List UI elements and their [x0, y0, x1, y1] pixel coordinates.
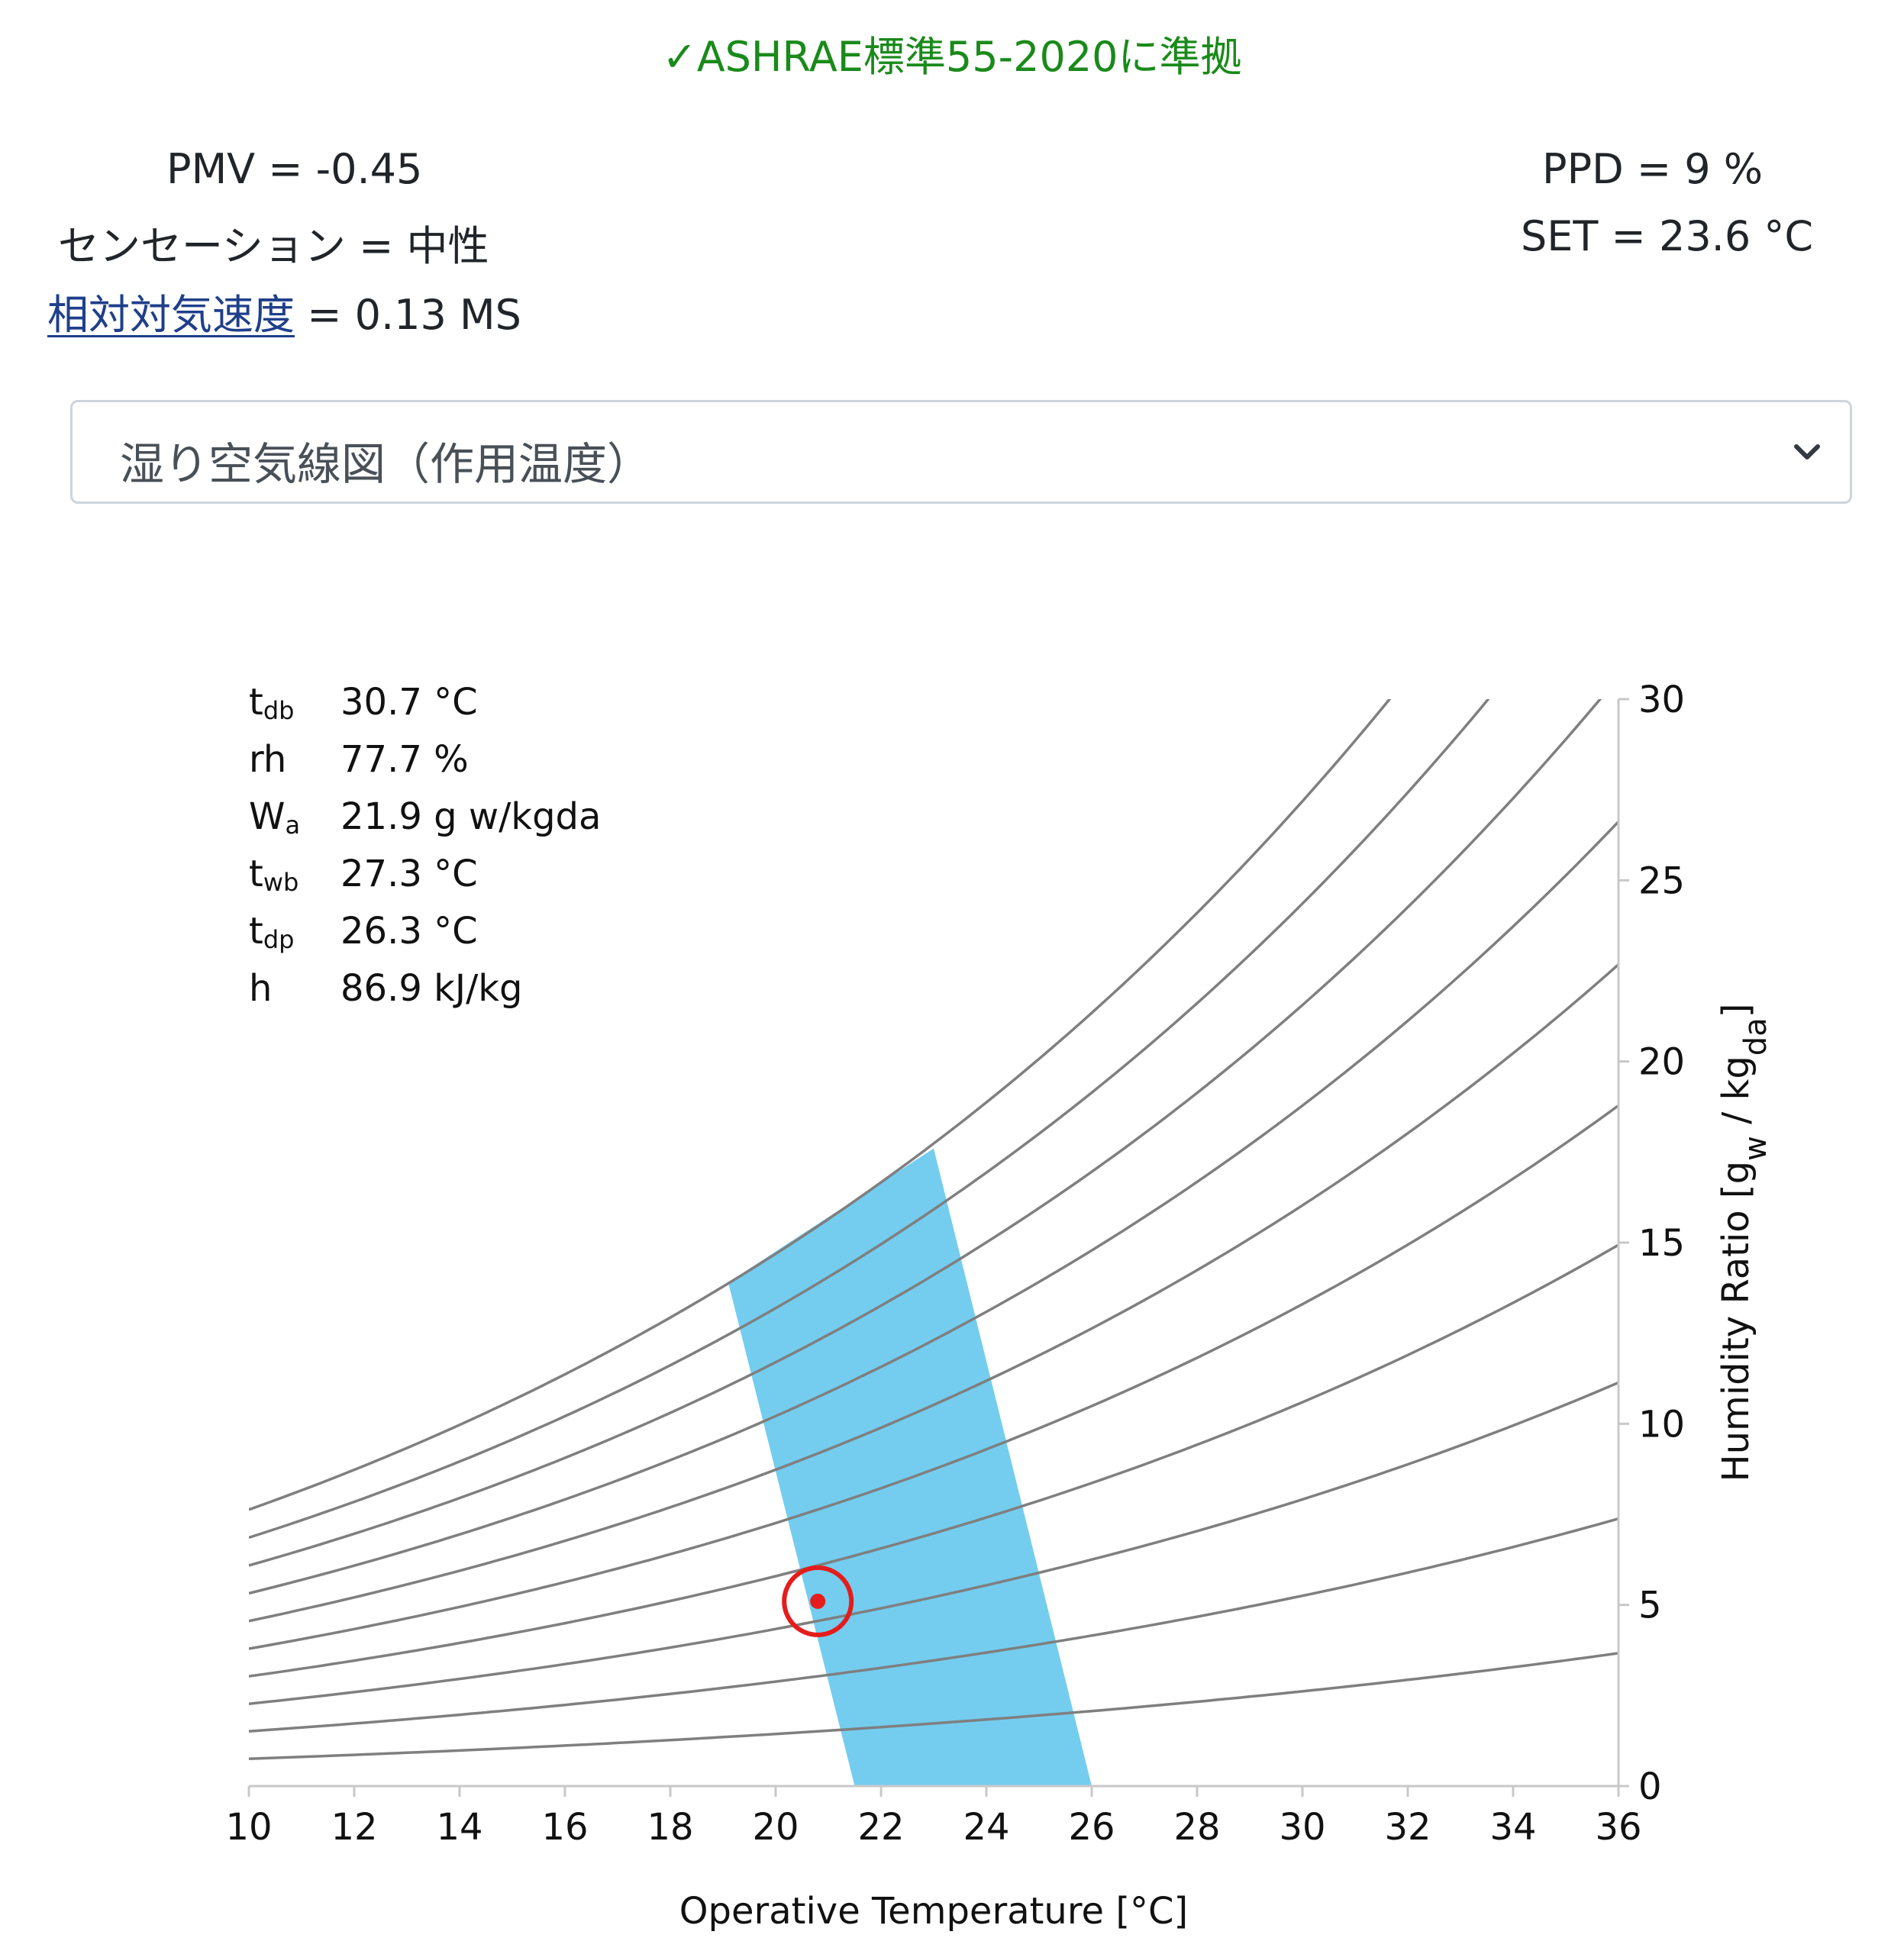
x-tick-label: 28: [1173, 1806, 1220, 1849]
y-tick-label: 20: [1638, 1041, 1685, 1084]
x-tick-label: 12: [331, 1806, 377, 1849]
x-tick-label: 30: [1279, 1806, 1325, 1849]
x-tick-label: 34: [1489, 1806, 1536, 1849]
readout-key: twb: [249, 853, 299, 897]
readout-key: tdb: [249, 681, 294, 725]
y-axis-title: Humidity Ratio [gw / kgda]: [1715, 1004, 1773, 1482]
y-tick-label: 10: [1638, 1403, 1685, 1446]
rh-curve-100: [249, 699, 1392, 1511]
readout-value: 77.7 %: [340, 738, 469, 781]
chart-type-selected-value: 湿り空気線図（作用温度）: [120, 438, 652, 490]
x-tick-label: 18: [647, 1806, 693, 1849]
current-point-ring: [782, 1565, 854, 1637]
readout-value: 26.3 °C: [340, 910, 478, 953]
ppd-value: PPD = 9 %: [1542, 145, 1764, 193]
x-tick-label: 16: [541, 1806, 588, 1849]
x-tick-label: 10: [225, 1806, 272, 1849]
chevron-down-icon: [1794, 444, 1820, 459]
rh-curve-10: [249, 1652, 1618, 1760]
relative-air-speed-link[interactable]: 相対対気速度: [47, 291, 295, 339]
x-tick-label: 22: [857, 1806, 904, 1849]
rh-curve-20: [249, 1517, 1618, 1733]
rh-curve-40: [249, 1243, 1618, 1678]
rh-curve-80: [249, 699, 1602, 1567]
rh-curve-60: [249, 963, 1618, 1623]
readout-key: tdp: [249, 910, 294, 954]
comfort-zone: [728, 1148, 1092, 1786]
y-tick-label: 0: [1638, 1765, 1662, 1808]
sensation-value: センセーション = 中性: [58, 222, 489, 270]
x-tick-label: 36: [1595, 1806, 1641, 1849]
x-axis-title: Operative Temperature [°C]: [679, 1890, 1189, 1933]
air-speed-value: = 0.13 MS: [307, 291, 521, 339]
rh-curve-50: [249, 1104, 1618, 1650]
readout-key: h: [249, 967, 272, 1010]
x-tick-label: 26: [1068, 1806, 1115, 1849]
readout-value: 30.7 °C: [340, 681, 478, 724]
y-tick-label: 25: [1638, 859, 1685, 902]
air-speed-row: 相対対気速度 = 0.13 MS: [47, 281, 521, 341]
readout-value: 86.9 kJ/kg: [340, 967, 523, 1010]
rh-curve-70: [249, 821, 1618, 1595]
rh-curve-90: [249, 699, 1490, 1540]
current-point-marker: [810, 1593, 826, 1609]
y-tick-label: 5: [1638, 1585, 1662, 1627]
compliance-status: ✓ASHRAE標準55-2020に準拠: [662, 33, 1242, 81]
pmv-value: PMV = -0.45: [166, 145, 423, 193]
chart-type-select[interactable]: 湿り空気線図（作用温度）: [70, 400, 1852, 504]
set-value: SET = 23.6 °C: [1521, 212, 1814, 260]
x-tick-label: 20: [752, 1806, 799, 1849]
rh-curve-30: [249, 1381, 1618, 1706]
readout-key: Wa: [249, 795, 300, 840]
readout-value: 21.9 g w/kgda: [340, 795, 601, 838]
x-tick-label: 32: [1384, 1806, 1431, 1849]
x-tick-label: 14: [436, 1806, 482, 1849]
x-tick-label: 24: [963, 1806, 1009, 1849]
readout-value: 27.3 °C: [340, 853, 478, 895]
y-tick-label: 30: [1638, 679, 1685, 721]
psychrometric-chart: 10 12 14 16 18 20 22 24 26 28 30 32 34 360 5 10 15 20 25 30…: [225, 679, 1773, 1933]
y-tick-label: 15: [1638, 1222, 1685, 1265]
readout-key: rh: [249, 738, 286, 781]
